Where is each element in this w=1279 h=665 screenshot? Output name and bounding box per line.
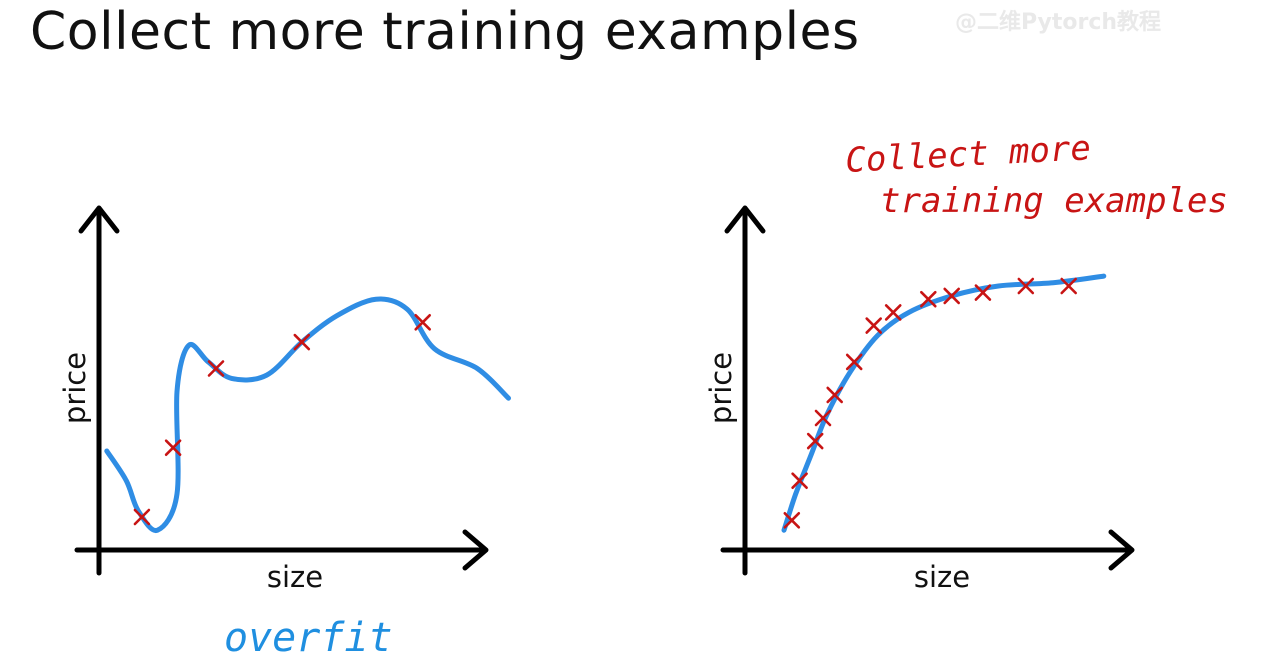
left-axes — [74, 205, 489, 576]
right-data-point-13 — [1060, 277, 1077, 295]
right-fit-curve — [781, 273, 1107, 533]
right-data-point-1 — [783, 511, 801, 529]
right-x-label: size — [914, 560, 970, 594]
left-fit-curve — [104, 296, 511, 533]
left-plot: size price overfit — [58, 205, 511, 661]
left-data-point-1 — [133, 508, 151, 526]
right-markers — [783, 277, 1077, 529]
right-y-arrowhead — [724, 205, 766, 234]
right-data-point-4 — [814, 409, 832, 427]
watermark-text: @二维Pytorch教程 — [955, 10, 1162, 35]
right-data-point-9 — [919, 290, 937, 308]
collect-annotation-line1: Collect more — [844, 128, 1091, 181]
right-data-point-5 — [826, 386, 844, 404]
right-data-point-10 — [943, 287, 961, 305]
right-axes — [720, 205, 1135, 576]
right-data-point-7 — [865, 317, 883, 334]
overfit-annotation: overfit — [224, 615, 393, 661]
left-y-arrowhead — [78, 205, 120, 234]
left-data-point-3 — [207, 360, 225, 377]
right-x-arrowhead — [1108, 529, 1135, 571]
right-data-point-3 — [806, 432, 824, 450]
left-data-point-4 — [293, 333, 311, 351]
left-x-arrowhead — [462, 529, 489, 571]
left-data-point-2 — [164, 439, 182, 457]
right-data-point-2 — [791, 472, 808, 490]
right-y-label: price — [704, 352, 738, 424]
right-data-point-11 — [974, 284, 992, 301]
page-title: Collect more training examples — [30, 2, 860, 62]
left-markers — [133, 313, 432, 526]
right-data-point-6 — [845, 353, 863, 371]
left-x-label: size — [267, 560, 323, 594]
collect-annotation-line2: training examples — [880, 181, 1228, 221]
left-y-label: price — [58, 352, 92, 424]
left-data-point-5 — [414, 313, 432, 331]
right-data-point-12 — [1017, 277, 1035, 295]
right-data-point-8 — [884, 304, 902, 321]
right-plot: size price Collect more training example… — [704, 128, 1228, 594]
